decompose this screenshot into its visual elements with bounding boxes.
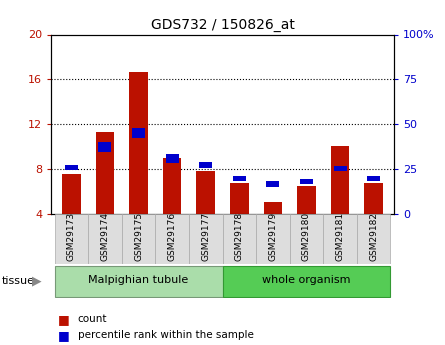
Bar bbox=[199, 162, 212, 168]
Bar bbox=[65, 165, 78, 170]
Text: GSM29175: GSM29175 bbox=[134, 212, 143, 261]
Bar bbox=[290, 214, 323, 264]
Bar bbox=[300, 179, 313, 184]
Text: ■: ■ bbox=[58, 329, 69, 342]
Text: GSM29180: GSM29180 bbox=[302, 212, 311, 261]
Bar bbox=[230, 183, 249, 214]
Bar bbox=[88, 214, 122, 264]
Bar bbox=[233, 176, 246, 181]
Bar bbox=[256, 214, 290, 264]
Bar bbox=[222, 266, 390, 297]
Bar bbox=[98, 142, 111, 152]
Bar bbox=[122, 214, 155, 264]
Bar bbox=[357, 214, 390, 264]
Bar bbox=[166, 155, 178, 164]
Text: count: count bbox=[78, 314, 107, 324]
Bar bbox=[129, 71, 148, 214]
Text: percentile rank within the sample: percentile rank within the sample bbox=[78, 331, 254, 340]
Bar bbox=[367, 176, 380, 181]
Text: Malpighian tubule: Malpighian tubule bbox=[89, 276, 189, 285]
Text: GSM29181: GSM29181 bbox=[336, 212, 344, 261]
Bar bbox=[323, 214, 357, 264]
Bar bbox=[222, 214, 256, 264]
Text: whole organism: whole organism bbox=[262, 276, 351, 285]
Text: GSM29174: GSM29174 bbox=[101, 212, 109, 261]
Bar bbox=[189, 214, 222, 264]
Text: GSM29179: GSM29179 bbox=[268, 212, 277, 261]
Bar bbox=[331, 146, 349, 214]
Text: GSM29173: GSM29173 bbox=[67, 212, 76, 261]
Bar bbox=[196, 171, 215, 214]
Bar bbox=[297, 186, 316, 214]
Bar bbox=[62, 174, 81, 214]
Bar bbox=[263, 201, 282, 214]
Text: GSM29176: GSM29176 bbox=[168, 212, 177, 261]
Text: ▶: ▶ bbox=[32, 275, 41, 288]
Bar bbox=[55, 266, 222, 297]
Text: GSM29177: GSM29177 bbox=[201, 212, 210, 261]
Text: ■: ■ bbox=[58, 313, 69, 326]
Bar bbox=[163, 158, 182, 214]
Bar bbox=[267, 181, 279, 187]
Title: GDS732 / 150826_at: GDS732 / 150826_at bbox=[150, 18, 295, 32]
Text: GSM29182: GSM29182 bbox=[369, 212, 378, 261]
Bar bbox=[155, 214, 189, 264]
Bar bbox=[132, 128, 145, 138]
Text: tissue: tissue bbox=[2, 276, 35, 286]
Bar bbox=[55, 214, 88, 264]
Bar bbox=[96, 132, 114, 214]
Bar bbox=[334, 166, 347, 171]
Text: GSM29178: GSM29178 bbox=[235, 212, 244, 261]
Bar bbox=[364, 183, 383, 214]
